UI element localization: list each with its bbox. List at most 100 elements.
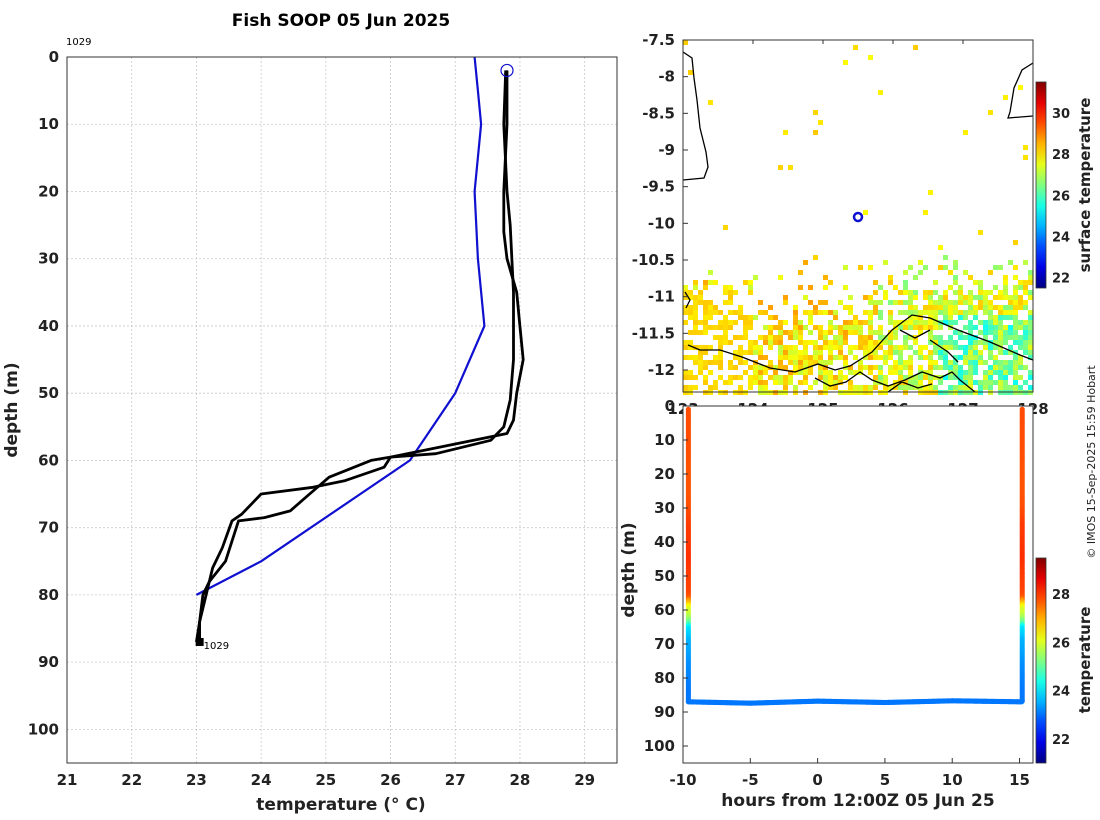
sst-pixel [763, 380, 768, 385]
sst-pixel [988, 385, 993, 390]
sst-pixel [868, 265, 873, 270]
sst-pixel [698, 350, 703, 355]
sst-pixel [988, 370, 993, 375]
sst-pixel [908, 295, 913, 300]
sst-pixel [858, 325, 863, 330]
sst-pixel [803, 310, 808, 315]
sst-pixel [818, 350, 823, 355]
sst-pixel [763, 355, 768, 360]
sst-pixel [958, 315, 963, 320]
sst-pixel [718, 345, 723, 350]
sst-pixel [833, 345, 838, 350]
sst-pixel [708, 100, 713, 105]
sst-pixel [893, 330, 898, 335]
sst-pixel [878, 345, 883, 350]
sst-pixel [928, 360, 933, 365]
sst-pixel [903, 285, 908, 290]
sst-pixel [938, 245, 943, 250]
sst-pixel [733, 350, 738, 355]
sst-pixel [703, 365, 708, 370]
sst-pixel [1003, 325, 1008, 330]
sst-pixel [838, 335, 843, 340]
sst-pixel [748, 285, 753, 290]
sst-pixel [983, 320, 988, 325]
sst-pixel [943, 290, 948, 295]
sst-pixel [773, 340, 778, 345]
sst-pixel [853, 355, 858, 360]
sst-pixel [998, 290, 1003, 295]
sst-pixel [833, 355, 838, 360]
sst-pixel [813, 380, 818, 385]
sst-pixel [1003, 375, 1008, 380]
sst-pixel [808, 320, 813, 325]
section-plot-area [683, 406, 1033, 763]
sst-pixel [703, 380, 708, 385]
sst-pixel [733, 335, 738, 340]
sst-pixel [768, 345, 773, 350]
sst-pixel [918, 355, 923, 360]
sst-pixel [818, 360, 823, 365]
sst-pixel [928, 320, 933, 325]
sst-pixel [1013, 295, 1018, 300]
sst-pixel [878, 90, 883, 95]
sst-pixel [703, 320, 708, 325]
sst-pixel [1023, 320, 1028, 325]
sst-pixel [968, 300, 973, 305]
sst-pixel [778, 275, 783, 280]
sst-pixel [723, 335, 728, 340]
map-frame [682, 39, 1034, 393]
sst-pixel [748, 380, 753, 385]
sst-pixel [933, 310, 938, 315]
sst-pixel [1003, 285, 1008, 290]
sst-pixel [903, 290, 908, 295]
sst-pixel [918, 380, 923, 385]
sst-pixel [698, 355, 703, 360]
sst-pixel [698, 330, 703, 335]
sst-pixel [778, 335, 783, 340]
sst-pixel [1023, 145, 1028, 150]
sst-pixel [848, 345, 853, 350]
sst-pixel [758, 345, 763, 350]
sst-pixel [933, 350, 938, 355]
sst-pixel [848, 350, 853, 355]
sst-pixel [788, 360, 793, 365]
sst-pixel [823, 345, 828, 350]
sst-pixel [993, 330, 998, 335]
sst-pixel [898, 365, 903, 370]
sst-pixel [723, 380, 728, 385]
sst-pixel [923, 385, 928, 390]
sst-pixel [1018, 325, 1023, 330]
sst-pixel [708, 370, 713, 375]
sst-pixel [1013, 355, 1018, 360]
sst-pixel [893, 385, 898, 390]
profile-line-profile-down [198, 70, 525, 642]
sst-pixel [943, 340, 948, 345]
sst-pixel [783, 365, 788, 370]
sst-pixel [958, 335, 963, 340]
sst-pixel [858, 335, 863, 340]
sst-pixel [908, 345, 913, 350]
sst-pixel [873, 375, 878, 380]
sst-pixel [853, 330, 858, 335]
sst-pixel [988, 320, 993, 325]
profile-grid [67, 57, 617, 763]
sst-pixel [1023, 340, 1028, 345]
sst-pixel [813, 355, 818, 360]
sst-pixel [728, 340, 733, 345]
sst-pixel [908, 305, 913, 310]
sst-pixel [973, 365, 978, 370]
sst-pixel [853, 45, 858, 50]
sst-pixel [968, 325, 973, 330]
sst-pixel [853, 320, 858, 325]
sst-pixel [953, 265, 958, 270]
sst-pixel [803, 370, 808, 375]
sst-pixel [888, 315, 893, 320]
sst-pixel [903, 270, 908, 275]
sst-pixel [728, 360, 733, 365]
section-colorbar-tick-label: 28 [1052, 588, 1070, 603]
sst-pixel [963, 295, 968, 300]
sst-pixel [873, 300, 878, 305]
sst-pixel [888, 370, 893, 375]
sst-pixel [738, 305, 743, 310]
sst-pixel [688, 355, 693, 360]
